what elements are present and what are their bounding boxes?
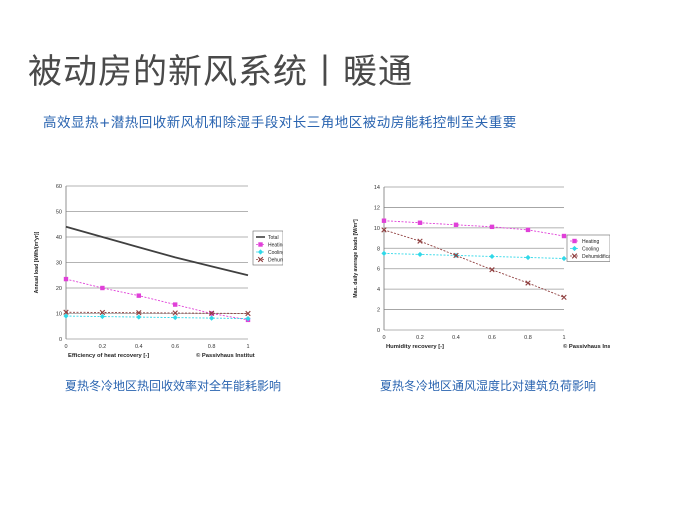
data-point [525,254,531,261]
credit-label: © Passivhaus Institut [563,343,610,350]
legend-label: Total [268,235,279,241]
data-point [525,280,531,286]
series-line [383,252,565,259]
y-tick-label: 10 [374,226,380,232]
legend-label: Dehumidification [582,254,610,260]
series-line [65,278,249,321]
legend-label: Heating [268,243,283,249]
data-point [489,224,495,230]
legend-marker [571,245,578,252]
x-tick-label: 1 [562,335,565,341]
y-tick-label: 50 [56,210,62,216]
series-cooling [63,313,251,322]
legend-label: Cooling [268,250,283,256]
y-tick-label: 8 [377,246,380,252]
legend-label: Heating [582,239,599,245]
y-tick-label: 2 [377,308,380,314]
data-point [561,233,567,239]
x-tick-label: 0.6 [171,344,179,350]
credit-label: © Passivhaus Institut [196,352,255,359]
data-point [63,276,69,282]
data-point [453,252,459,259]
data-point [100,285,105,291]
data-point [209,315,215,321]
series-dehumidification [63,309,251,317]
data-point [172,310,178,316]
data-point [99,309,106,316]
data-point [136,314,142,320]
data-point [417,238,423,244]
x-tick-label: 0.2 [416,335,424,341]
y-tick-label: 0 [377,328,380,334]
series-dehumidification [381,227,567,301]
data-point [525,227,531,233]
legend-marker [571,253,578,259]
y-tick-label: 0 [59,337,62,343]
series-total [65,225,249,277]
x-tick-label: 0.8 [524,335,532,341]
chart-heat-recovery: 0 10 20 30 40 50 60 0 0.2 0.4 0.6 0.8 1 Efficiency of… [34,184,283,359]
series-heating [381,218,567,239]
data-point [561,255,567,262]
caption-right: 夏热冬冷地区通风湿度比对建筑负荷影响 [380,379,597,393]
y-tick-label: 60 [56,184,62,190]
y-tick-label: 10 [56,312,62,318]
data-point [381,250,387,256]
data-point [453,222,459,227]
legend-marker [257,256,264,263]
legend: Heating CoolingDehumidification [566,234,610,262]
slide-subtitle: 高效显热+潜热回收新风机和除湿手段对长三角地区被动房能耗控制至关重要 [43,115,517,131]
series-line [65,225,249,277]
x-tick-label: 1 [246,344,249,350]
y-tick-label: 30 [56,261,62,267]
data-point [172,314,178,321]
y-axis-label: Annual load [kWh/(m²yr)] [34,231,40,293]
slide-title: 被动房的新风系统丨暖通 [28,52,413,92]
x-axis-label: Efficiency of heat recovery [-] [68,353,149,359]
y-tick-label: 6 [377,267,380,273]
x-tick-label: 0 [382,335,385,341]
x-tick-label: 0.8 [208,344,216,350]
series-heating [63,276,251,323]
x-tick-label: 0.4 [135,344,143,350]
series-cooling [381,250,567,262]
legend-marker [258,242,263,247]
data-point [381,227,387,233]
data-point [208,310,215,316]
legend-marker [572,238,577,244]
data-point [63,309,69,315]
data-point [173,302,178,307]
series-line [383,229,565,298]
y-tick-label: 14 [374,185,380,191]
x-axis-label: Humidity recovery [-] [386,344,444,350]
data-point [381,218,387,223]
legend-label: Dehumidification [268,258,283,264]
data-point [489,267,495,273]
data-point [136,293,141,298]
y-tick-label: 4 [377,287,380,293]
data-point [417,220,423,225]
series-line [65,311,249,314]
data-point [99,313,105,320]
data-point [561,294,567,301]
series-line [383,220,565,237]
x-tick-label: 0.4 [452,335,460,341]
legend-marker [257,249,264,255]
series-line [65,315,249,320]
legend-label: Cooling [582,247,599,253]
data-point [417,251,423,258]
data-point [489,253,495,260]
x-tick-label: 0.2 [99,344,107,350]
y-axis-label: Max. daily average loads [W/m²] [353,219,359,298]
y-tick-label: 20 [56,286,62,292]
chart-humidity-recovery: 0 2 4 6 8 10 12 14 0 0.2 0.4 0.6 0.8 1 Humidity recove… [353,185,610,350]
y-tick-label: 12 [374,205,380,211]
caption-left: 夏热冬冷地区热回收效率对全年能耗影响 [65,379,282,393]
x-tick-label: 0 [64,344,67,350]
y-tick-label: 40 [56,235,62,241]
data-point [245,310,251,317]
x-tick-label: 0.6 [488,335,496,341]
data-point [136,310,142,316]
